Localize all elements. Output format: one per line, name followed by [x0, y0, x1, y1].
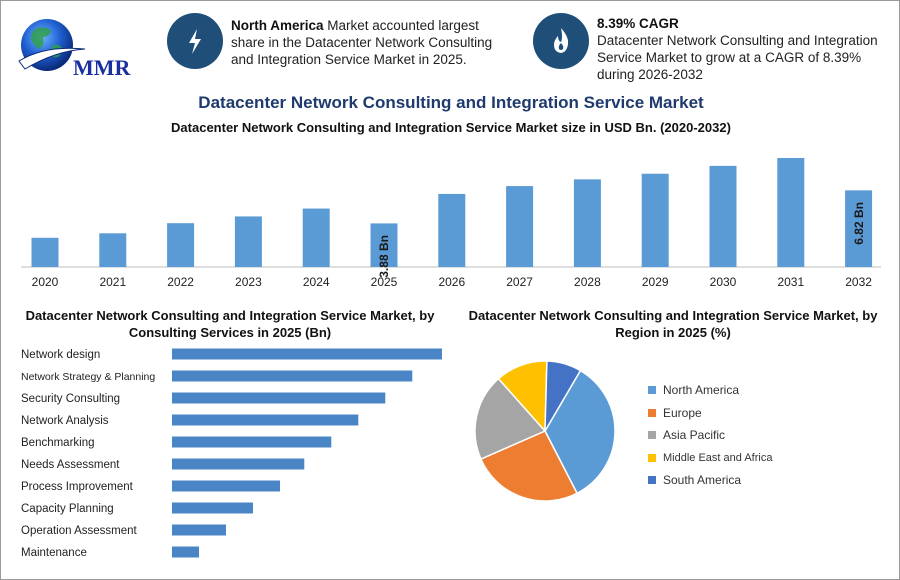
x-tick-label: 2026: [438, 275, 465, 289]
category-label: Benchmarking: [21, 437, 95, 449]
category-label: Process Improvement: [21, 481, 134, 493]
x-tick-label: 2028: [574, 275, 601, 289]
hbar-4: [172, 436, 332, 448]
legend-item: Europe: [648, 402, 772, 425]
legend-item: South America: [648, 469, 772, 492]
stat1-icon-circle: [167, 13, 223, 69]
region-legend: North America Europe Asia Pacific Middle Ea…: [648, 379, 772, 492]
hbar-6: [172, 480, 280, 492]
bar-2020: [31, 237, 59, 267]
hbar-2: [172, 392, 386, 404]
category-label: Network design: [21, 349, 100, 361]
category-label: Security Consulting: [21, 393, 120, 405]
data-label: 3.88 Bn: [377, 235, 391, 278]
legend-swatch: [648, 408, 656, 417]
bar-2028: [573, 179, 601, 267]
legend-swatch: [648, 453, 656, 462]
bar-2029: [641, 173, 669, 267]
pie-slice-4: [544, 360, 582, 432]
pie-slice-2: [474, 377, 547, 461]
category-label: Capacity Planning: [21, 503, 114, 515]
category-label: Maintenance: [21, 547, 87, 559]
category-label: Network Strategy & Planning: [21, 371, 155, 383]
flame-icon: [554, 28, 569, 53]
lightning-icon: [189, 29, 201, 54]
logo-text: MMR: [73, 55, 132, 80]
x-tick-label: 2025: [371, 275, 398, 289]
hbar-5: [172, 458, 305, 470]
services-chart-title: Datacenter Network Consulting and Integr…: [25, 308, 435, 340]
hbar-9: [172, 546, 199, 558]
hbar-7: [172, 502, 253, 514]
legend-item: Middle East and Africa: [648, 447, 772, 470]
mmr-logo: MMR: [18, 19, 132, 80]
legend-label: South America: [663, 473, 742, 488]
bar-2027: [506, 186, 534, 267]
bar-2030: [709, 165, 737, 267]
x-tick-label: 2031: [777, 275, 804, 289]
legend-swatch: [648, 386, 656, 395]
stat2-bold: 8.39% CAGR: [597, 16, 679, 31]
x-tick-label: 2032: [845, 275, 872, 289]
x-tick-label: 2029: [642, 275, 669, 289]
stat1-desc: Market accounted largest share in the Da…: [231, 18, 493, 67]
swoosh-shape: [18, 47, 86, 70]
category-label: Network Analysis: [21, 415, 109, 427]
x-tick-label: 2030: [710, 275, 737, 289]
stat1-text: North America Market accounted largest s…: [231, 17, 511, 68]
legend-swatch: [648, 431, 656, 440]
legend-label: Asia Pacific: [663, 428, 726, 443]
stat2-desc: Datacenter Network Consulting and Integr…: [597, 33, 878, 82]
x-tick-label: 2021: [99, 275, 126, 289]
bar-2031: [777, 157, 805, 267]
bar-2024: [302, 208, 330, 267]
legend-label: North America: [663, 383, 740, 398]
hbar-1: [172, 370, 413, 382]
pie-slice-1: [479, 430, 579, 502]
hbar-8: [172, 524, 226, 536]
x-tick-label: 2023: [235, 275, 262, 289]
legend-label: Middle East and Africa: [663, 451, 773, 464]
data-label: 6.82 Bn: [852, 202, 866, 245]
legend-item: Asia Pacific: [648, 424, 772, 447]
stat1-bold: North America: [231, 18, 324, 33]
bar-2025: [370, 223, 398, 267]
x-tick-label: 2027: [506, 275, 533, 289]
main-subtitle: Datacenter Network Consulting and Integr…: [171, 120, 731, 135]
stat2-text: 8.39% CAGR Datacenter Network Consulting…: [597, 15, 887, 83]
bar-2021: [99, 233, 127, 267]
legend-swatch: [648, 476, 656, 485]
legend-item: North America: [648, 379, 772, 402]
stat2-icon-circle: [533, 13, 589, 69]
hbar-3: [172, 414, 359, 426]
legend-label: Europe: [663, 405, 702, 420]
bar-2023: [234, 216, 262, 267]
bar-2032: [845, 190, 873, 267]
region-chart-title: Datacenter Network Consulting and Integr…: [468, 308, 878, 340]
bar-2026: [438, 193, 466, 267]
hbar-0: [172, 348, 442, 360]
main-title: Datacenter Network Consulting and Integr…: [198, 93, 704, 112]
x-tick-label: 2024: [303, 275, 330, 289]
x-tick-label: 2020: [32, 275, 59, 289]
category-label: Needs Assessment: [21, 459, 120, 471]
category-label: Operation Assessment: [21, 525, 138, 537]
bar-2022: [167, 223, 195, 267]
x-tick-label: 2022: [167, 275, 194, 289]
